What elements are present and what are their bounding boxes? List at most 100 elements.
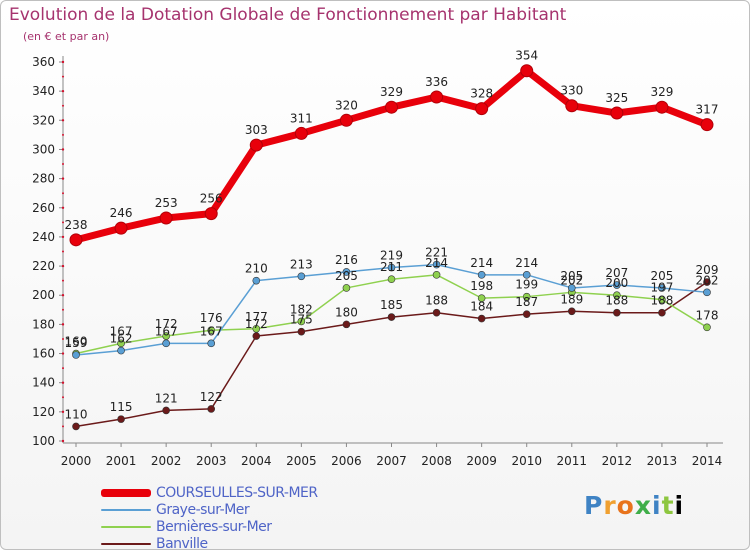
y-tick-dot bbox=[61, 381, 65, 384]
data-label: 219 bbox=[380, 249, 403, 263]
data-point bbox=[703, 278, 711, 286]
y-minor-tick-dot bbox=[62, 396, 64, 399]
data-label: 172 bbox=[155, 317, 178, 331]
data-point bbox=[252, 332, 261, 340]
data-point bbox=[703, 288, 711, 297]
y-tick-label: 180 bbox=[32, 317, 55, 331]
data-label: 172 bbox=[245, 317, 268, 331]
data-label: 207 bbox=[605, 266, 628, 280]
data-point bbox=[522, 292, 531, 301]
data-label: 210 bbox=[245, 262, 268, 276]
legend-label: COURSEULLES-SUR-MER bbox=[156, 485, 318, 501]
data-point bbox=[385, 100, 398, 114]
data-label: 187 bbox=[515, 295, 538, 309]
data-point bbox=[477, 314, 486, 323]
x-tick-label: 2003 bbox=[196, 454, 227, 468]
x-tick-label: 2005 bbox=[286, 454, 317, 468]
y-minor-tick-dot bbox=[62, 425, 64, 428]
x-tick-label: 2008 bbox=[421, 454, 452, 468]
data-point bbox=[249, 138, 263, 152]
data-point bbox=[387, 263, 396, 272]
data-point bbox=[565, 99, 579, 113]
data-label: 188 bbox=[605, 294, 628, 308]
data-point bbox=[207, 339, 216, 348]
data-label: 180 bbox=[335, 305, 358, 319]
data-label: 175 bbox=[290, 313, 313, 327]
data-point bbox=[297, 272, 306, 281]
y-tick-dot bbox=[61, 294, 65, 297]
y-minor-tick-dot bbox=[62, 337, 64, 340]
data-label: 303 bbox=[245, 123, 268, 137]
data-label: 188 bbox=[650, 294, 673, 308]
legend-swatch bbox=[101, 509, 151, 511]
y-tick-label: 200 bbox=[32, 288, 55, 302]
data-label: 311 bbox=[290, 111, 313, 125]
chart-title: Evolution de la Dotation Globale de Fonc… bbox=[9, 5, 567, 25]
y-tick-dot bbox=[61, 89, 65, 93]
data-label: 159 bbox=[65, 336, 88, 350]
data-point bbox=[117, 346, 125, 355]
y-tick-dot bbox=[61, 206, 65, 209]
data-label: 214 bbox=[515, 256, 538, 270]
y-tick-label: 160 bbox=[32, 347, 55, 361]
x-tick-label: 2011 bbox=[557, 454, 588, 468]
data-label: 211 bbox=[380, 260, 403, 274]
data-point bbox=[297, 317, 306, 326]
legend-label: Banville bbox=[156, 536, 208, 550]
data-point bbox=[204, 207, 218, 221]
y-tick-dot bbox=[61, 439, 65, 443]
y-tick-label: 360 bbox=[32, 55, 55, 69]
data-label: 214 bbox=[470, 256, 493, 270]
y-minor-tick-dot bbox=[62, 250, 64, 253]
x-tick-label: 2002 bbox=[151, 454, 182, 468]
data-label: 205 bbox=[335, 269, 358, 283]
data-point bbox=[114, 221, 128, 235]
data-label: 216 bbox=[335, 253, 358, 267]
data-point bbox=[522, 310, 531, 318]
data-label: 185 bbox=[380, 298, 403, 312]
y-tick-label: 280 bbox=[32, 172, 55, 186]
data-label: 167 bbox=[155, 324, 178, 338]
data-point bbox=[294, 126, 308, 140]
data-point bbox=[387, 313, 396, 321]
x-tick-label: 2001 bbox=[106, 454, 137, 468]
data-point bbox=[387, 275, 396, 283]
data-label: 320 bbox=[335, 98, 358, 112]
y-tick-dot bbox=[61, 119, 65, 122]
data-point bbox=[252, 324, 261, 333]
x-tick-label: 2012 bbox=[602, 454, 633, 468]
y-tick-dot bbox=[61, 235, 65, 239]
data-label: 202 bbox=[696, 273, 719, 287]
data-point bbox=[162, 406, 170, 415]
data-point bbox=[610, 106, 624, 120]
y-minor-tick-dot bbox=[62, 192, 64, 195]
data-label: 329 bbox=[650, 85, 673, 99]
y-tick-dot bbox=[61, 177, 65, 180]
data-point bbox=[658, 308, 666, 317]
y-minor-tick-dot bbox=[62, 75, 64, 78]
data-point bbox=[655, 100, 669, 114]
data-label: 221 bbox=[425, 246, 448, 260]
legend-swatch bbox=[101, 489, 151, 497]
x-tick-label: 2009 bbox=[466, 454, 497, 468]
x-tick-label: 2004 bbox=[241, 454, 272, 468]
data-label: 325 bbox=[605, 91, 628, 105]
data-label: 330 bbox=[560, 84, 583, 98]
data-label: 182 bbox=[290, 302, 313, 316]
data-label: 213 bbox=[290, 257, 313, 271]
data-point bbox=[252, 276, 261, 285]
y-tick-label: 340 bbox=[32, 84, 55, 98]
data-label: 122 bbox=[200, 390, 223, 404]
y-tick-dot bbox=[61, 410, 65, 414]
data-label: 200 bbox=[605, 276, 628, 290]
x-tick-label: 2013 bbox=[647, 454, 678, 468]
data-point bbox=[613, 308, 621, 317]
data-point bbox=[342, 284, 351, 292]
y-tick-label: 140 bbox=[32, 376, 55, 390]
y-minor-tick-dot bbox=[62, 104, 64, 107]
data-label: 189 bbox=[560, 292, 583, 306]
data-point bbox=[342, 320, 351, 329]
data-label: 160 bbox=[65, 335, 88, 349]
data-label: 202 bbox=[560, 273, 583, 287]
